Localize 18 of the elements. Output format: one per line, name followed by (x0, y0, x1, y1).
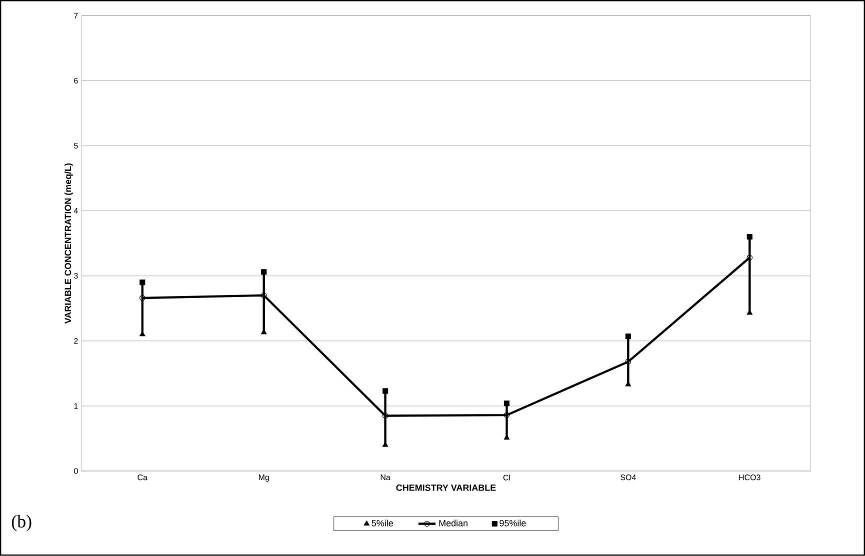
text: (b) (12, 515, 32, 532)
point (746, 234, 752, 240)
point (140, 295, 146, 301)
x-axis-title: CHEMISTRY VARIABLE (396, 484, 496, 492)
legend-label: 95%ile (500, 520, 526, 527)
legend-label: Median (439, 520, 468, 527)
point (261, 269, 267, 275)
point (746, 254, 753, 261)
point (260, 292, 267, 298)
legend-label: 5%ile (372, 520, 393, 527)
point (382, 412, 388, 419)
point (625, 358, 632, 365)
point (382, 388, 388, 394)
point (625, 334, 631, 340)
point (504, 412, 510, 418)
point (504, 400, 510, 406)
y-axis-title: VARIABLE CONCENTRATION (meq/L) (64, 164, 73, 324)
point (140, 280, 146, 286)
